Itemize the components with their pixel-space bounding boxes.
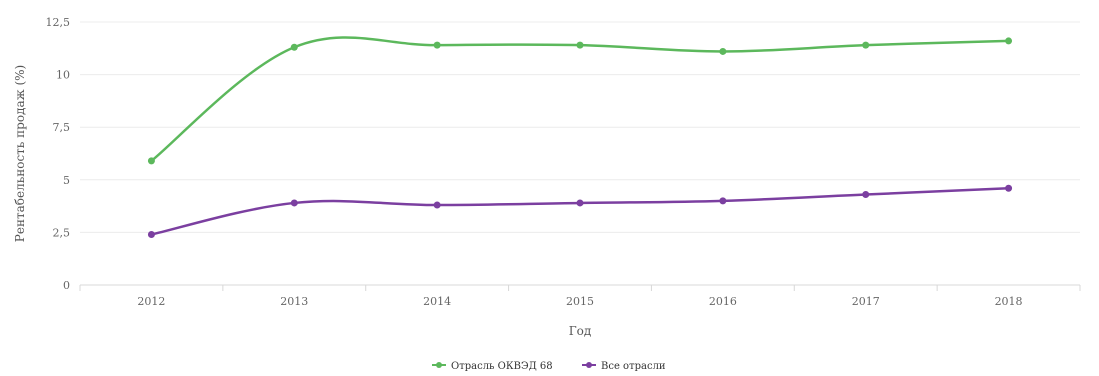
data-point[interactable] xyxy=(862,191,870,199)
legend-label: Все отрасли xyxy=(601,361,666,372)
data-point[interactable] xyxy=(290,43,298,51)
y-axis-title: Рентабельность продаж (%) xyxy=(13,65,27,242)
legend[interactable]: Отрасль ОКВЭД 68 Все отрасли xyxy=(432,361,666,372)
y-tick-label: 5 xyxy=(63,174,70,187)
data-point[interactable] xyxy=(290,199,298,207)
legend-item[interactable]: Отрасль ОКВЭД 68 xyxy=(432,361,553,372)
series-1 xyxy=(147,36,1013,165)
data-point[interactable] xyxy=(147,157,155,165)
data-point[interactable] xyxy=(433,41,441,49)
data-point[interactable] xyxy=(433,201,441,209)
series-lines xyxy=(147,36,1013,239)
x-axis-title: Год xyxy=(569,324,592,338)
data-point[interactable] xyxy=(1005,37,1013,45)
y-tick-label: 10 xyxy=(56,69,70,82)
x-tick-label: 2015 xyxy=(566,295,594,308)
legend-item[interactable]: Все отрасли xyxy=(582,361,666,372)
x-tick-label: 2012 xyxy=(137,295,165,308)
legend-marker-icon xyxy=(436,362,442,368)
data-point[interactable] xyxy=(719,47,727,55)
x-tick-label: 2013 xyxy=(280,295,308,308)
y-tick-label: 2,5 xyxy=(53,226,71,239)
series-line xyxy=(151,186,1009,236)
y-axis-ticks: 0 2,5 5 7,5 10 12,5 xyxy=(46,16,71,292)
grid xyxy=(79,21,1081,291)
data-point[interactable] xyxy=(719,197,727,205)
data-point[interactable] xyxy=(147,231,155,239)
data-point[interactable] xyxy=(1005,184,1013,192)
y-tick-label: 0 xyxy=(63,279,70,292)
data-point[interactable] xyxy=(576,41,584,49)
legend-label: Отрасль ОКВЭД 68 xyxy=(451,361,553,372)
data-point[interactable] xyxy=(576,199,584,207)
series-2 xyxy=(147,184,1013,239)
x-tick-label: 2017 xyxy=(852,295,880,308)
x-tick-label: 2018 xyxy=(995,295,1023,308)
series-line xyxy=(150,36,1009,162)
legend-marker-icon xyxy=(586,362,592,368)
y-tick-label: 12,5 xyxy=(46,16,71,29)
x-tick-label: 2014 xyxy=(423,295,451,308)
x-tick-label: 2016 xyxy=(709,295,737,308)
data-point[interactable] xyxy=(862,41,870,49)
y-tick-label: 7,5 xyxy=(53,121,71,134)
x-axis-ticks: 2012 2013 2014 2015 2016 2017 2018 xyxy=(137,295,1022,308)
